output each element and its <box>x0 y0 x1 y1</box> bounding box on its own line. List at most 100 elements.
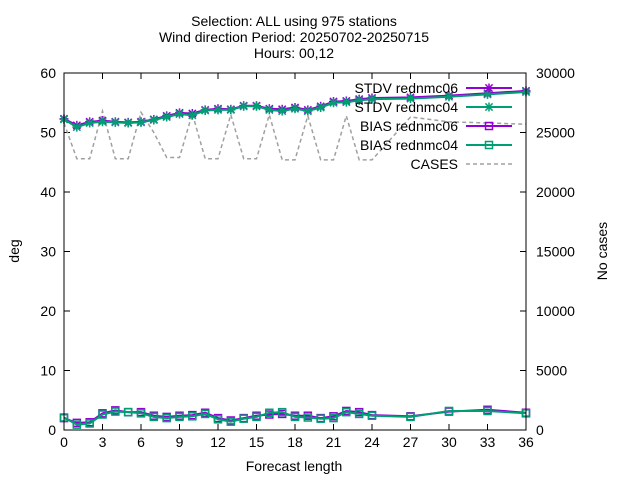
data-point <box>123 407 133 417</box>
y-tick-label: 20 <box>40 303 56 319</box>
data-point <box>226 417 236 426</box>
legend-label-stdv-rednmc04: STDV rednmc04 <box>355 99 459 115</box>
legend-marker <box>484 102 494 112</box>
data-point <box>277 407 287 417</box>
data-point <box>98 117 107 127</box>
data-point <box>149 412 159 422</box>
series-group <box>59 86 531 429</box>
x-tick-label: 33 <box>480 434 496 450</box>
data-point <box>367 411 377 420</box>
data-point <box>354 95 364 105</box>
data-point <box>200 105 210 115</box>
axis-ticks: 0 3 6 9 12 15 18 21 24 27 30 33 36010203040506005000… <box>40 65 575 450</box>
data-point <box>329 413 338 423</box>
data-point <box>342 407 351 417</box>
legend-label-bias-rednmc06: BIAS rednmc06 <box>360 118 458 134</box>
title-line-2: Wind direction Period: 20250702-20250715 <box>159 29 429 45</box>
y-tick-label: 60 <box>40 65 56 81</box>
y2-tick-label: 30000 <box>536 65 575 81</box>
data-point <box>290 104 300 114</box>
title-line-3: Hours: 00,12 <box>254 45 334 61</box>
data-point <box>444 406 454 416</box>
data-point <box>483 406 492 416</box>
y2-tick-label: 15000 <box>536 244 575 260</box>
y-axis-label: deg <box>6 239 22 262</box>
x-axis-label: Forecast length <box>246 458 343 474</box>
data-point <box>162 413 171 423</box>
y2-tick-label: 10000 <box>536 303 575 319</box>
x-tick-label: 9 <box>176 434 184 450</box>
data-point <box>226 105 236 115</box>
y2-tick-label: 5000 <box>536 363 567 379</box>
data-point <box>277 106 287 116</box>
data-point <box>98 410 107 419</box>
data-point <box>85 419 94 428</box>
y2-axis-label: No cases <box>594 222 610 280</box>
data-point <box>444 92 454 102</box>
data-point <box>72 122 82 132</box>
data-point <box>239 414 248 423</box>
data-point <box>303 106 313 116</box>
data-point <box>85 118 95 128</box>
data-point <box>200 409 210 419</box>
title-line-1: Selection: ALL using 975 stations <box>191 13 397 29</box>
data-point <box>239 101 249 111</box>
data-point <box>72 420 82 429</box>
data-point <box>136 117 146 127</box>
legend-marker <box>484 140 494 150</box>
y-tick-label: 10 <box>40 363 56 379</box>
y2-tick-label: 25000 <box>536 125 575 141</box>
data-point <box>136 409 146 418</box>
data-point <box>252 412 261 422</box>
data-point <box>162 112 172 122</box>
y-tick-label: 0 <box>48 422 56 438</box>
legend-label-stdv-rednmc06: STDV rednmc06 <box>355 80 459 96</box>
x-tick-label: 6 <box>137 434 145 450</box>
data-point <box>367 94 377 104</box>
data-point <box>341 97 351 107</box>
data-point <box>111 407 120 416</box>
data-point <box>123 118 133 128</box>
data-point <box>188 412 197 421</box>
x-tick-label: 18 <box>287 434 303 450</box>
data-point <box>213 105 223 115</box>
data-point <box>354 409 364 419</box>
x-tick-label: 15 <box>249 434 265 450</box>
data-point <box>213 415 223 424</box>
x-tick-label: 30 <box>441 434 457 450</box>
series-line-cases <box>63 108 527 161</box>
legend-label-cases: CASES <box>411 156 458 172</box>
x-tick-label: 3 <box>99 434 107 450</box>
x-tick-label: 27 <box>403 434 419 450</box>
y2-tick-label: 20000 <box>536 184 575 200</box>
x-tick-label: 24 <box>364 434 380 450</box>
data-point <box>175 109 184 119</box>
data-point <box>175 412 184 422</box>
y-tick-label: 30 <box>40 244 56 260</box>
data-point <box>149 115 159 125</box>
data-point <box>406 94 415 104</box>
data-point <box>265 408 274 417</box>
legend-label-bias-rednmc04: BIAS rednmc04 <box>360 137 458 153</box>
plot-frame <box>63 72 527 431</box>
x-tick-label: 21 <box>326 434 342 450</box>
data-point <box>303 413 313 422</box>
data-point <box>329 98 338 108</box>
data-point <box>187 110 197 120</box>
legend: STDV rednmc06 STDV rednmc04 BIAS rednmc06 B… <box>355 80 512 172</box>
x-tick-label: 36 <box>518 434 534 450</box>
legend-marker <box>484 83 494 93</box>
y-tick-label: 40 <box>40 184 56 200</box>
data-point <box>264 105 274 115</box>
y-tick-label: 50 <box>40 125 56 141</box>
data-point <box>406 412 415 422</box>
data-point <box>483 89 492 99</box>
series-line-bias-rednmc04 <box>63 410 527 426</box>
data-point <box>252 101 261 111</box>
x-tick-label: 12 <box>210 434 226 450</box>
data-point <box>316 414 325 423</box>
data-point <box>290 412 300 422</box>
data-point <box>316 103 326 113</box>
series-points-bias-rednmc04 <box>59 406 531 429</box>
